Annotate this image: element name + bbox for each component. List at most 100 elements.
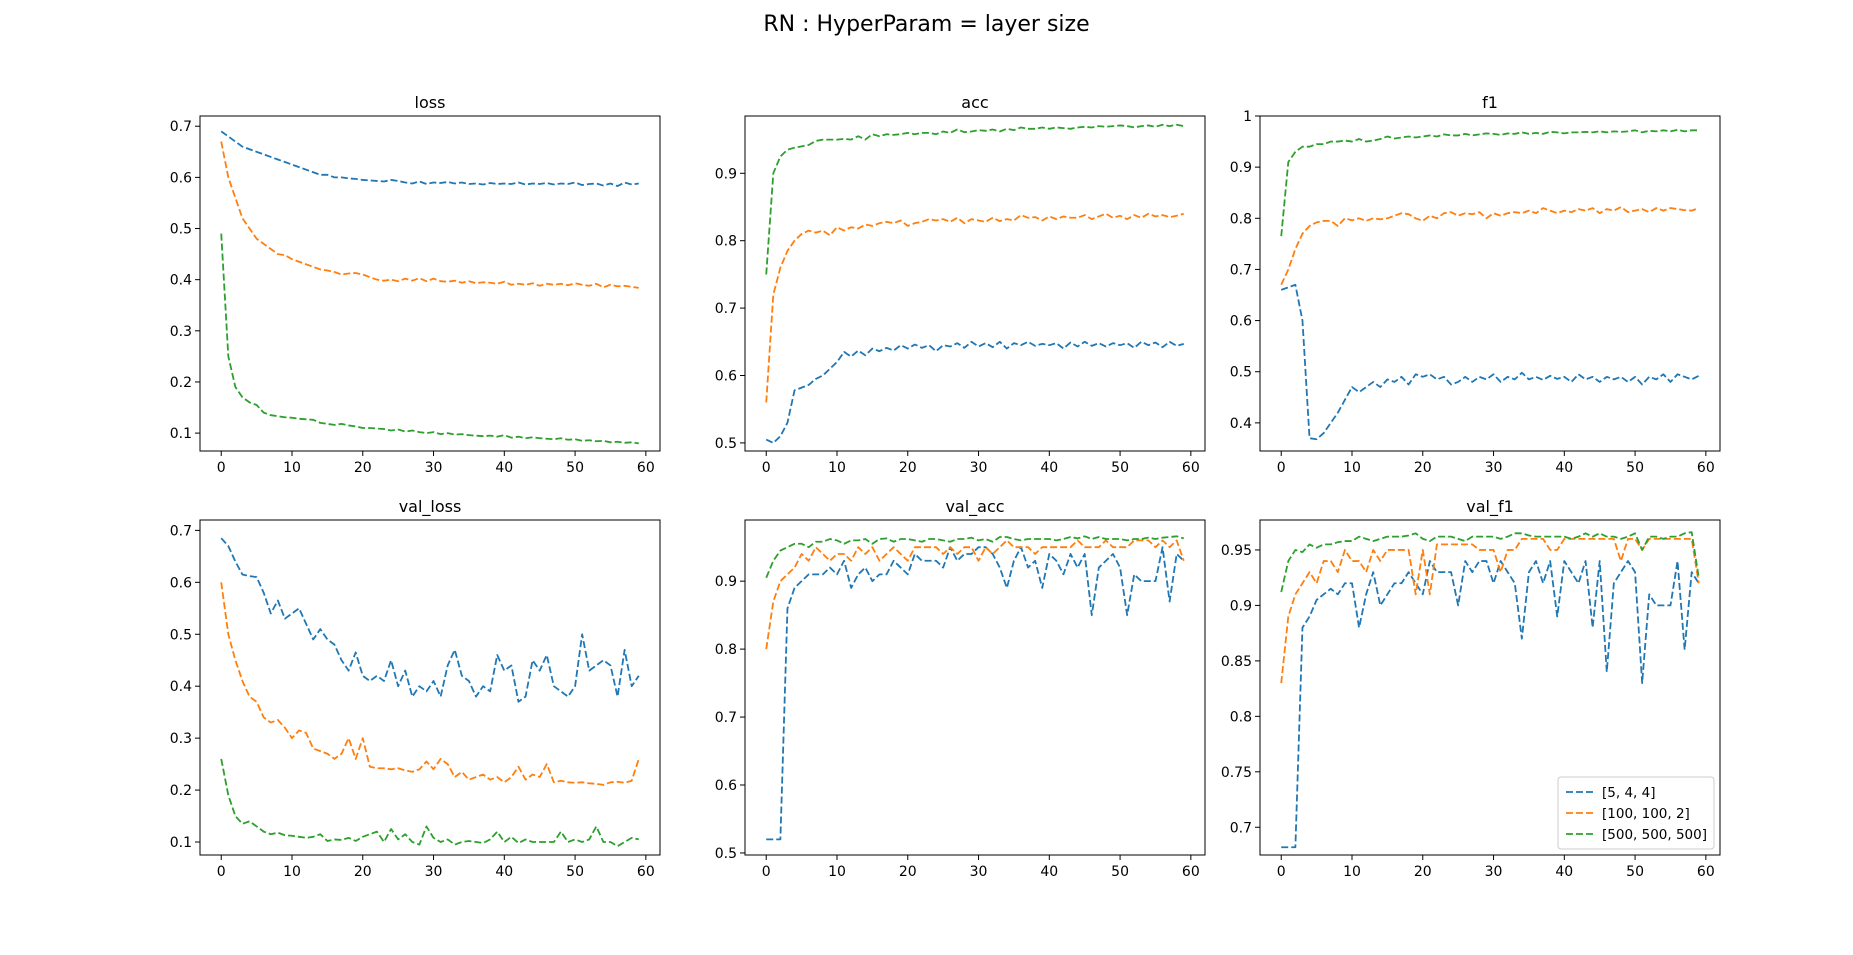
series-line-3 <box>1280 128 1699 237</box>
x-tick-label: 40 <box>1040 864 1058 880</box>
x-tick-label: 60 <box>1182 864 1200 880</box>
subplot-val-f1: val_f1 0 10 20 30 40 50 60 0.7 0.75 0.8 0.85 0.9 0.95… <box>1221 497 1721 880</box>
x-tick-label: 10 <box>283 460 301 476</box>
y-tick-label: 0.7 <box>715 301 737 317</box>
y-tick-label: 0.85 <box>1221 654 1252 670</box>
y-tick-label: 0.9 <box>1230 598 1252 614</box>
y-tick-label: 0.75 <box>1221 765 1252 781</box>
x-tick-label: 50 <box>1626 460 1644 476</box>
x-tick-label: 0 <box>1277 864 1286 880</box>
x-tick-label: 30 <box>425 864 443 880</box>
y-tick-label: 0.5 <box>715 846 737 862</box>
series-line-2 <box>220 582 640 786</box>
series-line-1 <box>220 537 640 703</box>
y-tick-label: 0.5 <box>170 222 192 238</box>
axes-frame <box>1259 519 1721 856</box>
x-tick-label: 50 <box>1111 460 1129 476</box>
x-tick-label: 40 <box>495 864 513 880</box>
x-tick-label: 0 <box>217 864 226 880</box>
subplot-title: f1 <box>1482 93 1498 112</box>
legend-label: [500, 500, 500] <box>1602 827 1707 843</box>
legend-box <box>1557 776 1715 850</box>
x-tick-label: 40 <box>1555 864 1573 880</box>
y-tick-label: 0.8 <box>1230 709 1252 725</box>
series-line-3 <box>220 758 639 848</box>
subplot-title: val_f1 <box>1466 497 1514 517</box>
y-tick-label: 0.9 <box>1230 160 1252 176</box>
y-tick-label: 0.4 <box>1230 416 1252 432</box>
legend-label: [5, 4, 4] <box>1602 785 1655 801</box>
x-tick-label: 10 <box>1343 864 1361 880</box>
x-tick-label: 20 <box>899 460 917 476</box>
y-tick-label: 0.6 <box>1230 314 1252 330</box>
subplot-acc: acc 0 10 20 30 40 50 60 0.5 0.6 0.7 0.8 0.9 <box>715 93 1206 476</box>
subplot-val-acc: val_acc 0 10 20 30 40 50 60 0.5 0.6 0.7 0.8 0.9 <box>715 497 1206 880</box>
x-tick-label: 60 <box>637 460 655 476</box>
series-line-2 <box>765 212 1185 403</box>
series-line-3 <box>765 123 1184 275</box>
x-tick-label: 10 <box>283 864 301 880</box>
axes-frame <box>744 519 1206 856</box>
x-tick-label: 40 <box>495 460 513 476</box>
subplot-loss: loss 0 10 20 30 40 50 60 0.1 0.2 0.3 0.4 0.5 0.6 0.7 <box>170 93 661 476</box>
x-tick-label: 40 <box>1040 460 1058 476</box>
x-tick-label: 50 <box>1626 864 1644 880</box>
axes-frame <box>199 519 661 856</box>
x-tick-label: 30 <box>1485 864 1503 880</box>
y-tick-label: 0.6 <box>170 575 192 591</box>
y-tick-label: 0.2 <box>170 783 192 799</box>
subplot-val-loss: val_loss 0 10 20 30 40 50 60 0.1 0.2 0.3 0.4 0.5 0.6 0… <box>170 497 661 880</box>
x-tick-label: 10 <box>1343 460 1361 476</box>
x-tick-label: 0 <box>762 460 771 476</box>
series-line-3 <box>220 233 639 445</box>
x-tick-label: 60 <box>637 864 655 880</box>
x-tick-label: 10 <box>828 460 846 476</box>
series-line-2 <box>765 539 1185 650</box>
y-tick-label: 0.3 <box>170 324 192 340</box>
y-tick-label: 0.2 <box>170 375 192 391</box>
series-line-2 <box>220 141 639 289</box>
series-line-2 <box>1280 206 1700 286</box>
x-tick-label: 30 <box>1485 460 1503 476</box>
x-tick-label: 10 <box>828 864 846 880</box>
y-tick-label: 0.9 <box>715 166 737 182</box>
y-tick-label: 0.8 <box>715 642 737 658</box>
y-tick-label: 0.7 <box>1230 262 1252 278</box>
axes-frame <box>1259 115 1721 452</box>
figure-title: RN : HyperParam = layer size <box>763 12 1090 37</box>
series-line-3 <box>1280 531 1700 593</box>
y-tick-label: 0.6 <box>170 170 192 186</box>
y-tick-label: 0.5 <box>715 436 737 452</box>
y-tick-label: 0.8 <box>715 234 737 250</box>
x-tick-label: 30 <box>970 460 988 476</box>
y-tick-label: 0.1 <box>170 835 192 851</box>
y-tick-label: 1 <box>1243 109 1252 125</box>
series-line-1 <box>220 130 639 187</box>
series-line-1 <box>1280 283 1700 441</box>
y-tick-label: 0.7 <box>715 710 737 726</box>
subplot-title: val_loss <box>399 497 462 517</box>
x-tick-label: 20 <box>1414 460 1432 476</box>
x-tick-label: 50 <box>566 864 584 880</box>
y-tick-label: 0.6 <box>715 778 737 794</box>
x-tick-label: 50 <box>566 460 584 476</box>
x-tick-label: 40 <box>1555 460 1573 476</box>
x-tick-label: 60 <box>1697 460 1715 476</box>
y-tick-label: 0.95 <box>1221 543 1252 559</box>
x-tick-label: 50 <box>1111 864 1129 880</box>
x-tick-label: 30 <box>970 864 988 880</box>
y-tick-label: 0.7 <box>1230 820 1252 836</box>
x-tick-label: 20 <box>899 864 917 880</box>
legend: [5, 4, 4] [100, 100, 2] [500, 500, 500] <box>1557 776 1715 850</box>
x-tick-label: 60 <box>1697 864 1715 880</box>
axes-frame <box>744 115 1206 452</box>
x-tick-label: 0 <box>217 460 226 476</box>
y-tick-label: 0.7 <box>170 119 192 135</box>
axes-frame <box>199 115 661 452</box>
x-tick-label: 20 <box>354 460 372 476</box>
series-line-1 <box>766 546 1185 841</box>
subplot-f1: f1 0 10 20 30 40 50 60 0.4 0.5 0.6 0.7 0.8 0.9 1 <box>1230 93 1721 476</box>
y-tick-label: 0.8 <box>1230 211 1252 227</box>
